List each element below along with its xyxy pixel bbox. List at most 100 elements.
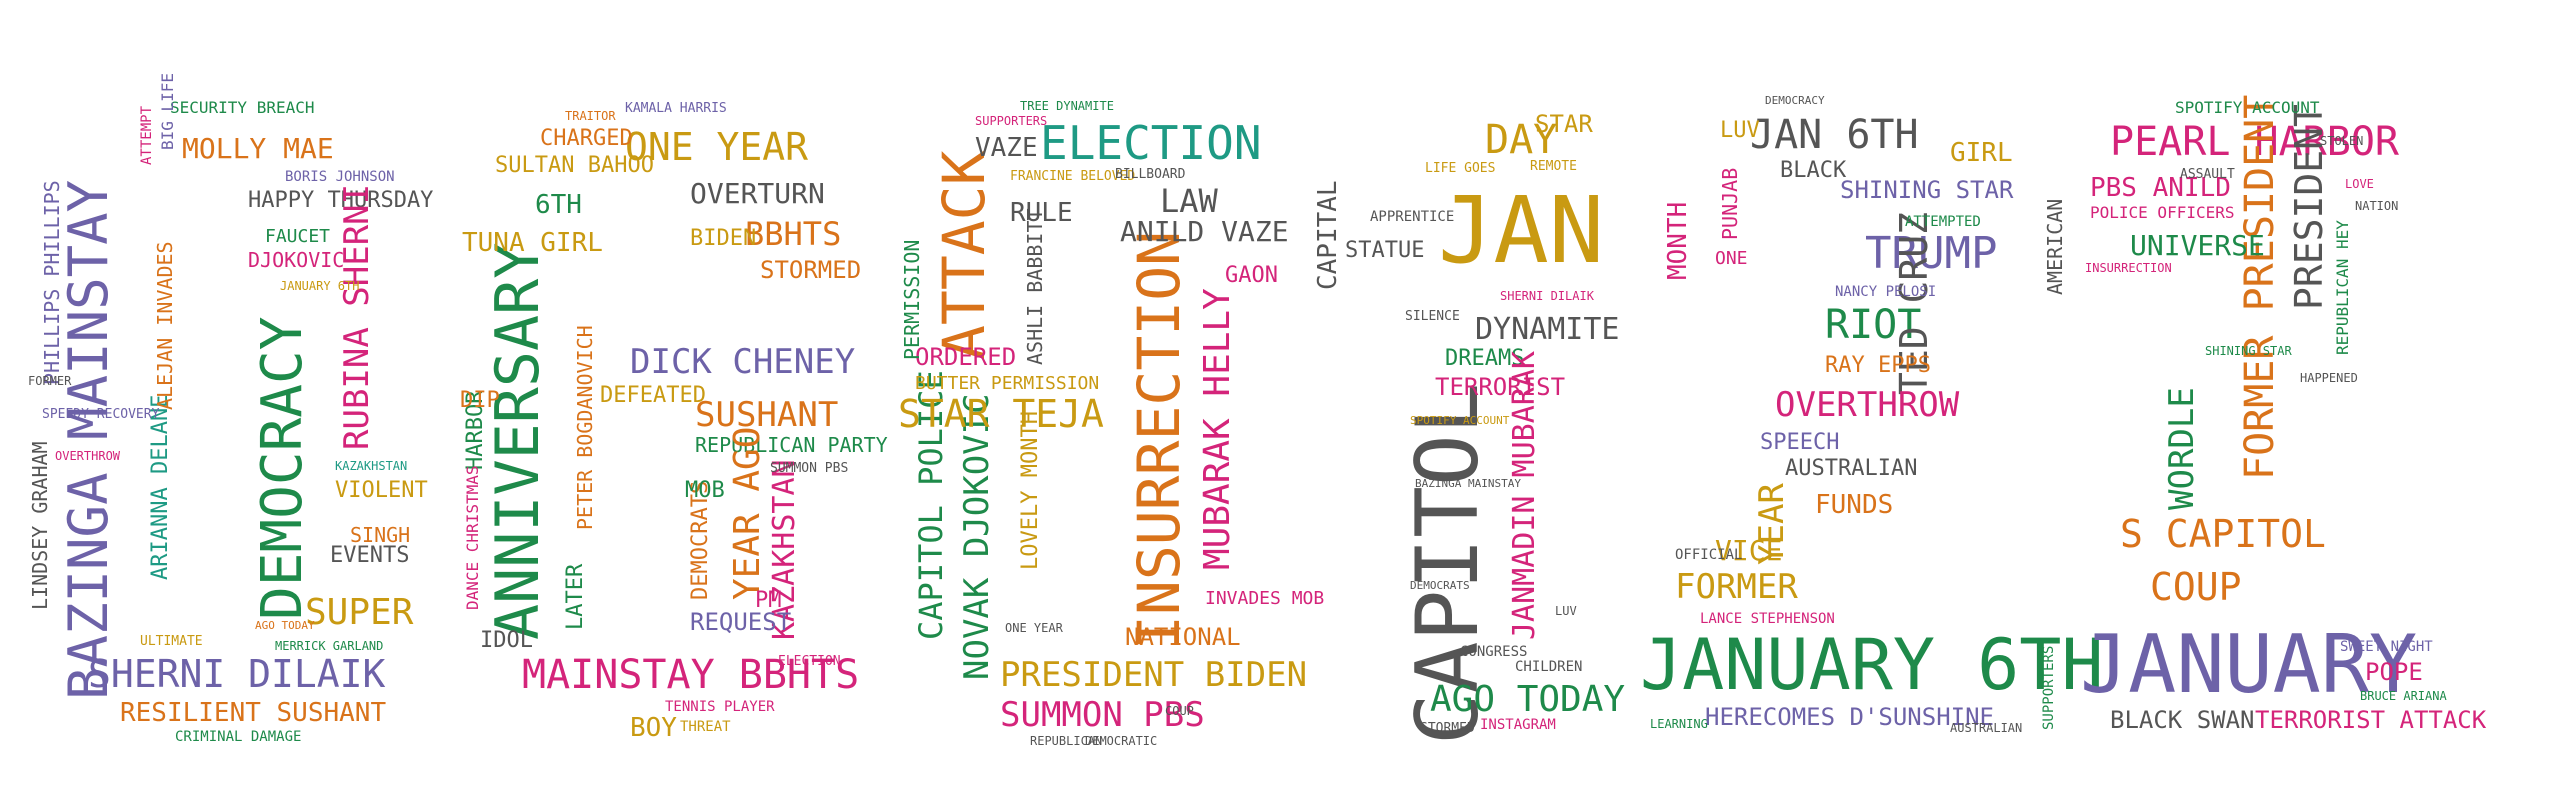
word: STORMED (1420, 721, 1475, 736)
word: RUBINA SHERNI (337, 183, 377, 450)
word: CAPITAL (1313, 180, 1343, 290)
word: ATTEMPTED (1905, 214, 1981, 230)
word: ARIANNA DELANE (148, 394, 173, 580)
word: PETER BOGDANOVICH (573, 325, 597, 530)
word: SUMMON PBS (1000, 695, 1205, 735)
word: HAPPY THURSDAY (248, 188, 434, 213)
word: SUPER (305, 592, 414, 633)
word: APPRENTICE (1370, 209, 1455, 225)
word: SHERNI DILAIK (1500, 289, 1594, 303)
word: JAN (1438, 177, 1605, 284)
word: BLACK SWAN (2110, 706, 2255, 734)
word: DEFEATED (600, 383, 706, 408)
word: MAINSTAY BBHTS (522, 652, 860, 698)
word: ALEJAN INVADES (153, 241, 177, 410)
word: INSTAGRAM (1480, 717, 1556, 733)
word: FORMER (28, 374, 72, 388)
word: SUMMON PBS (770, 461, 849, 476)
word: JANMADIN MUBARAK (1507, 351, 1542, 640)
word: AUSTRALIAN (1785, 456, 1918, 481)
word: GAON (1225, 263, 1278, 288)
word: PM (755, 588, 782, 613)
word: ELECTION (778, 654, 841, 669)
word: WORDLE (2162, 387, 2202, 510)
word: AUSTRALIAN (1950, 721, 2023, 735)
word: TENNIS PLAYER (665, 699, 775, 715)
word: ELECTION (1040, 116, 1262, 170)
word: MERRICK GARLAND (275, 639, 384, 653)
word: FORMER (1675, 567, 1798, 607)
word: PRESIDENT BIDEN (1000, 655, 1308, 695)
word: S CAPITOL (2120, 512, 2326, 556)
word: TREE DYNAMITE (1020, 99, 1114, 113)
word: COUP (1165, 704, 1194, 718)
word: SPOTIFY ACCOUNT (2175, 98, 2320, 117)
word: BAZINGA MAINSTAY (57, 179, 120, 700)
word: MOLLY MAE (182, 132, 334, 165)
word: SHINING STAR (2205, 344, 2292, 358)
word: LEARNING (1650, 717, 1708, 731)
word: FORMER PRESIDENT (2237, 94, 2283, 480)
word: SECURITY BREACH (170, 98, 315, 117)
word: LANCE STEPHENSON (1700, 611, 1835, 627)
word: OVERTURN (690, 177, 825, 210)
word: OFFICIAL (1675, 547, 1743, 563)
word: REMOTE (1530, 159, 1577, 174)
word: PEARL HARBOR (2110, 119, 2399, 165)
word: VIOLENT (335, 478, 428, 503)
word: SHINING STAR (1840, 176, 2014, 204)
word: CHILDREN (1515, 659, 1583, 675)
word: INVADES MOB (1205, 588, 1325, 609)
word: MOB (685, 478, 725, 503)
word: NATIONAL (1125, 623, 1241, 651)
word: EVENTS (330, 543, 410, 568)
word: DEMOCRATS (1410, 579, 1470, 592)
word: ONE (1715, 248, 1748, 269)
word: LUV (1555, 604, 1577, 618)
word: INSURRECTION (2085, 261, 2172, 275)
word: DYNAMITE (1475, 312, 1620, 347)
word: REQUEST (690, 608, 792, 636)
word: IDOL (480, 628, 533, 653)
word: RULE (1010, 198, 1073, 228)
word: ASSAULT (2180, 167, 2235, 182)
word: PHILLIPS PHILLIPS (40, 180, 64, 385)
word: CHARGED (540, 126, 633, 151)
word: ASHLI BABBITT (1023, 208, 1047, 365)
word: DJOKOVIC (248, 248, 345, 272)
word: STORMED (760, 256, 862, 284)
word: MONTH (1663, 201, 1693, 280)
word: THREAT (680, 719, 731, 735)
word: LOVELY MONTH (1018, 411, 1043, 570)
word: DANCE CHRISTMAS (463, 465, 482, 611)
word: YEAR AGO (727, 426, 768, 600)
word: JANUARY (2080, 618, 2418, 711)
word: KAMALA HARRIS (625, 101, 727, 116)
word: DREAMS (1445, 346, 1525, 371)
word: SPEEDY RECOVERY (42, 407, 160, 422)
word: BRUCE ARIANA (2360, 689, 2447, 703)
word: 6TH (535, 190, 582, 220)
word: SPOTIFY ACCOUNT (1410, 414, 1510, 427)
word: HERECOMES D'SUNSHINE (1705, 703, 1994, 731)
word: JANUARY 6TH (280, 279, 360, 293)
word: BLACK (1780, 158, 1847, 183)
word: JANUARY 6TH (1640, 624, 2104, 706)
word: SUPPORTERS (975, 114, 1048, 128)
word: DICK CHENEY (630, 342, 856, 382)
word: NOVAK DJOKOVIC (957, 393, 997, 680)
word: RAY EPPS (1825, 353, 1931, 378)
word: ANILD VAZE (1120, 215, 1289, 248)
word: DIP (460, 388, 500, 413)
word: BAZINGA MAINSTAY (1415, 477, 1521, 490)
word: ANNIVERSARY (483, 242, 553, 640)
word: PUNJAB (1718, 167, 1742, 240)
word: BIG LIFE (158, 72, 177, 150)
word: BOY (630, 713, 677, 743)
word: SHERNI DILAIK (88, 652, 386, 696)
word: BILLBOARD (1115, 167, 1186, 182)
word: FRANCINE BELOVED (1010, 169, 1136, 184)
word: RIOT (1825, 302, 1922, 348)
word: SILENCE (1405, 309, 1460, 324)
